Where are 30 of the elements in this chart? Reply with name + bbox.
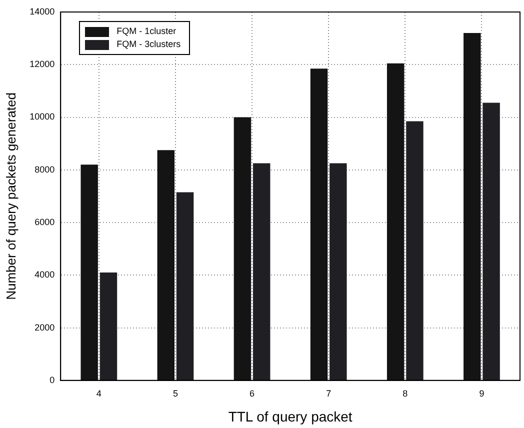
bar	[100, 272, 118, 380]
bar	[176, 192, 194, 380]
x-tick-label: 7	[326, 388, 332, 398]
bar	[252, 163, 270, 380]
y-tick-label: 2000	[34, 322, 55, 332]
y-tick-label: 10000	[30, 112, 55, 122]
bar	[234, 117, 252, 380]
x-axis-title: TTL of query packet	[228, 408, 352, 424]
x-tick-label: 6	[250, 388, 255, 398]
y-tick-label: 4000	[34, 270, 55, 280]
x-tick-label: 8	[402, 388, 408, 398]
x-tick-label: 5	[172, 388, 178, 398]
x-tick-label: 4	[96, 388, 102, 398]
y-tick-label: 0	[50, 374, 55, 385]
bar	[310, 68, 328, 380]
y-tick-label: 14000	[30, 6, 55, 16]
bar	[464, 33, 481, 380]
bar	[330, 163, 347, 380]
y-tick-label: 6000	[34, 217, 55, 227]
bar	[157, 150, 175, 380]
legend-label: FQM - 1cluster	[116, 25, 176, 38]
bar	[406, 121, 424, 380]
y-axis-title: Number of query packets generated	[3, 92, 18, 300]
bar	[80, 164, 98, 380]
x-tick-label: 9	[479, 388, 484, 398]
legend-label: FQM - 3clusters	[116, 38, 181, 51]
bar	[482, 102, 500, 380]
bar	[386, 63, 404, 380]
y-tick-label: 8000	[34, 164, 55, 174]
y-tick-label: 12000	[30, 59, 55, 70]
